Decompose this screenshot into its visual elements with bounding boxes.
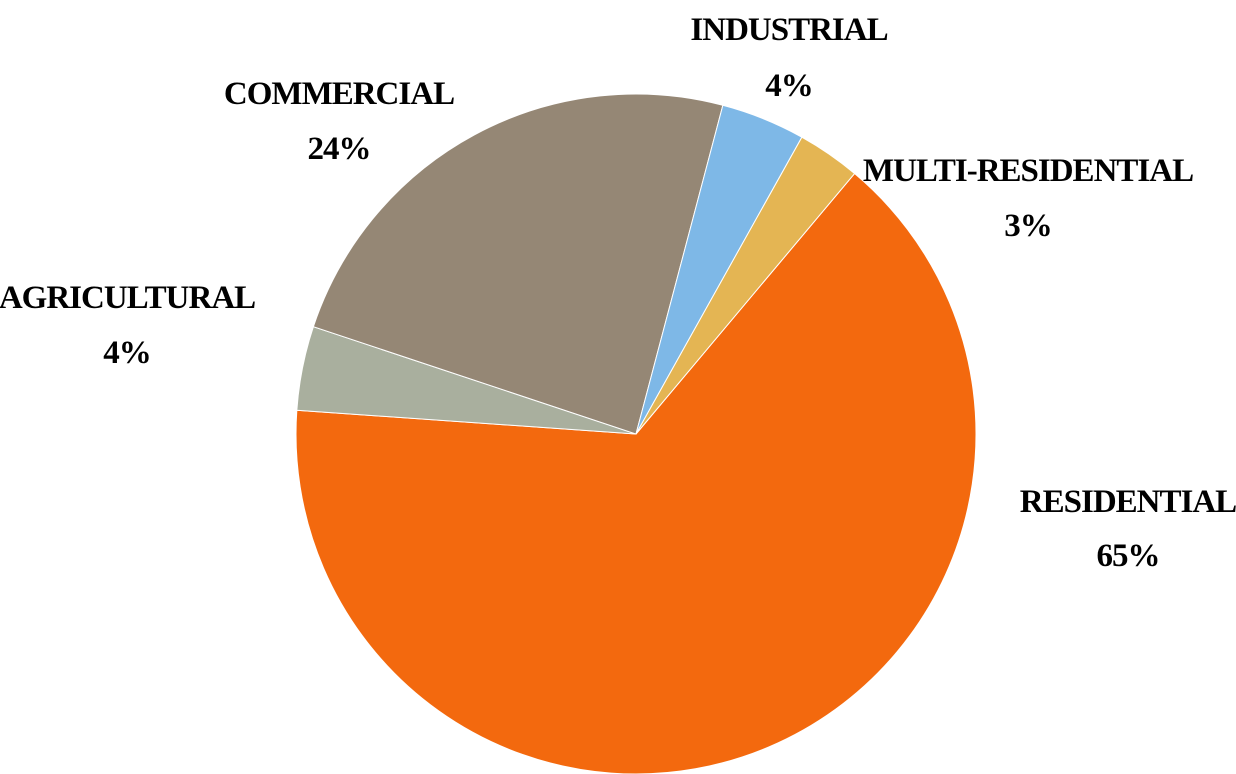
pie-slices (295, 93, 977, 774)
data-label-name-agricultural: AGRICULTURAL (0, 280, 255, 316)
data-label-value-agricultural: 4% (103, 335, 151, 371)
data-label-name-residential: RESIDENTIAL (1020, 484, 1236, 520)
data-label-value-commercial: 24% (308, 131, 371, 167)
data-label-name-industrial: INDUSTRIAL (690, 12, 887, 48)
pie-slice-multi-residential (635, 136, 856, 435)
data-label-name-multi-residential: MULTI-RESIDENTIAL (863, 153, 1193, 189)
pie-labels: RESIDENTIAL 65% AGRICULTURAL 4% COMMERCIAL 24… (0, 12, 1236, 574)
pie-slice-residential (295, 172, 977, 774)
data-label-name-commercial: COMMERCIAL (224, 76, 454, 112)
data-label-value-industrial: 4% (765, 68, 813, 104)
data-label-value-multi-residential: 3% (1004, 208, 1052, 244)
data-label-value-residential: 65% (1097, 538, 1160, 574)
pie-slice-commercial (312, 93, 724, 435)
